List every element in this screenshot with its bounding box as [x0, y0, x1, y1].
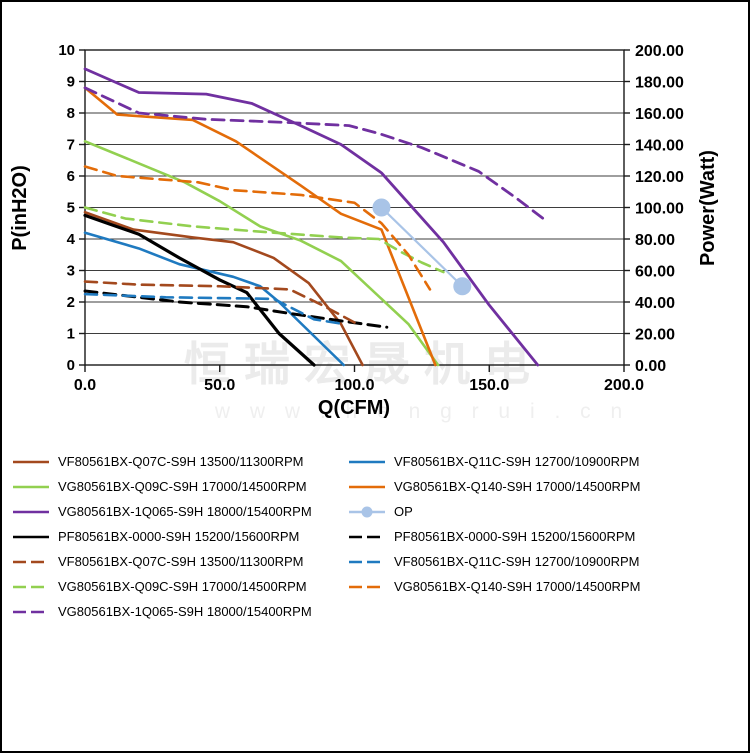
legend-label: VF80561BX-Q07C-S9H 13500/11300RPM — [58, 454, 304, 469]
legend-swatch-line — [13, 560, 49, 563]
legend: VF80561BX-Q07C-S9H 13500/11300RPM VG80561… — [12, 449, 738, 624]
gridlines — [85, 81, 624, 334]
watermark-chinese: 恒瑞宏晟机电 — [184, 338, 544, 390]
right-axis-tick-label: 60.00 — [635, 264, 675, 281]
legend-item: VF80561BX-Q07C-S9H 13500/11300RPM — [12, 449, 348, 474]
x-axis-title: Q(CFM) — [318, 397, 390, 419]
legend-label: VG80561BX-Q09C-S9H 17000/14500RPM — [58, 479, 307, 494]
pq-power-curve-plot: 恒瑞宏晟机电 w w w . h e n g r u i . c n 0 1 2 3 4… — [9, 42, 719, 423]
x-axis-tick-label: 100.0 — [334, 377, 374, 394]
legend-item: PF80561BX-0000-S9H 15200/15600RPM — [348, 524, 728, 549]
left-axis-tick-label: 6 — [67, 168, 75, 185]
legend-item: VF80561BX-Q11C-S9H 12700/10900RPM — [348, 449, 728, 474]
series-line — [380, 206, 464, 288]
legend-item: VG80561BX-Q09C-S9H 17000/14500RPM — [12, 574, 348, 599]
right-axis-tick-label: 160.00 — [635, 106, 684, 123]
series-line — [83, 86, 545, 220]
legend-swatch-line — [13, 610, 49, 613]
series-line — [83, 86, 437, 367]
legend-swatch-line — [13, 485, 49, 488]
legend-swatch-line — [13, 585, 49, 588]
x-axis-tick-label: 200.0 — [604, 377, 644, 394]
legend-swatch-line — [349, 585, 385, 588]
legend-label: VG80561BX-Q140-S9H 17000/14500RPM — [394, 479, 641, 494]
right-axis-tick-label: 0.00 — [635, 358, 666, 375]
legend-item: VG80561BX-Q09C-S9H 17000/14500RPM — [12, 474, 348, 499]
left-axis-tick-label: 7 — [67, 137, 75, 154]
legend-column: VF80561BX-Q11C-S9H 12700/10900RPM VG80561… — [348, 449, 728, 624]
axis-tick-labels: 0123456789100.0020.0040.0060.0080.00100.… — [58, 42, 684, 394]
legend-item: VG80561BX-Q140-S9H 17000/14500RPM — [348, 574, 728, 599]
series-line — [83, 165, 432, 291]
watermark-url: w w w . h e n g r u i . c n — [214, 400, 629, 423]
right-y-axis-title: Power(Watt) — [697, 150, 719, 266]
series-line — [83, 67, 540, 367]
legend-swatch-line — [349, 506, 385, 517]
legend-swatch-line — [349, 485, 385, 488]
op-marker — [453, 277, 472, 296]
left-axis-tick-label: 5 — [67, 200, 75, 217]
legend-item: VF80561BX-Q07C-S9H 13500/11300RPM — [12, 549, 348, 574]
legend-label: VF80561BX-Q11C-S9H 12700/10900RPM — [394, 454, 640, 469]
series-line — [83, 210, 364, 367]
axis-ticks — [79, 49, 630, 372]
legend-swatch-line — [349, 535, 385, 538]
left-axis-tick-label: 3 — [67, 263, 75, 280]
right-axis-tick-label: 200.00 — [635, 43, 684, 60]
x-axis-tick-label: 0.0 — [74, 377, 96, 394]
op-marker — [372, 198, 391, 217]
legend-column: VF80561BX-Q07C-S9H 13500/11300RPM VG80561… — [12, 449, 348, 624]
legend-swatch-line — [13, 535, 49, 538]
left-axis-tick-label: 1 — [67, 326, 75, 343]
series-line — [83, 289, 389, 329]
legend-item: VG80561BX-Q140-S9H 17000/14500RPM — [348, 474, 728, 499]
legend-item: VG80561BX-1Q065-S9H 18000/15400RPM — [12, 499, 348, 524]
left-axis-tick-label: 8 — [67, 105, 75, 122]
legend-label: PF80561BX-0000-S9H 15200/15600RPM — [58, 529, 300, 544]
legend-swatch-line — [349, 560, 385, 563]
legend-op-marker — [361, 506, 373, 517]
left-axis-tick-label: 9 — [67, 74, 75, 91]
legend-label: VF80561BX-Q07C-S9H 13500/11300RPM — [58, 554, 304, 569]
x-axis-tick-label: 150.0 — [469, 377, 509, 394]
right-axis-tick-label: 180.00 — [635, 75, 684, 92]
legend-item: VF80561BX-Q11C-S9H 12700/10900RPM — [348, 549, 728, 574]
legend-label: VG80561BX-Q140-S9H 17000/14500RPM — [394, 579, 641, 594]
right-axis-tick-label: 120.00 — [635, 169, 684, 186]
left-axis-tick-label: 2 — [67, 294, 75, 311]
legend-swatch-line — [13, 460, 49, 463]
series-line — [83, 213, 316, 367]
left-axis-tick-label: 4 — [67, 231, 76, 248]
series-line — [83, 280, 356, 324]
legend-label: VF80561BX-Q11C-S9H 12700/10900RPM — [394, 554, 640, 569]
legend-item: VG80561BX-1Q065-S9H 18000/15400RPM — [12, 599, 348, 624]
left-axis-tick-label: 0 — [67, 357, 75, 374]
data-series — [83, 67, 545, 367]
right-axis-tick-label: 80.00 — [635, 232, 675, 249]
x-axis-tick-label: 50.0 — [204, 377, 235, 394]
legend-swatch-line — [349, 460, 385, 463]
legend-label: VG80561BX-Q09C-S9H 17000/14500RPM — [58, 579, 307, 594]
series-line — [83, 206, 445, 274]
series-line — [83, 292, 346, 326]
left-axis-tick-label: 10 — [58, 42, 75, 59]
legend-label: VG80561BX-1Q065-S9H 18000/15400RPM — [58, 504, 312, 519]
legend-label: VG80561BX-1Q065-S9H 18000/15400RPM — [58, 604, 312, 619]
legend-item: OP — [348, 499, 728, 524]
legend-label: OP — [394, 504, 413, 519]
right-axis-tick-label: 40.00 — [635, 295, 675, 312]
right-axis-tick-label: 140.00 — [635, 138, 684, 155]
right-axis-tick-label: 100.00 — [635, 201, 684, 218]
legend-swatch-line — [13, 510, 49, 513]
right-axis-tick-label: 20.00 — [635, 327, 675, 344]
left-y-axis-title: P(inH2O) — [9, 165, 31, 251]
legend-item: PF80561BX-0000-S9H 15200/15600RPM — [12, 524, 348, 549]
legend-label: PF80561BX-0000-S9H 15200/15600RPM — [394, 529, 636, 544]
